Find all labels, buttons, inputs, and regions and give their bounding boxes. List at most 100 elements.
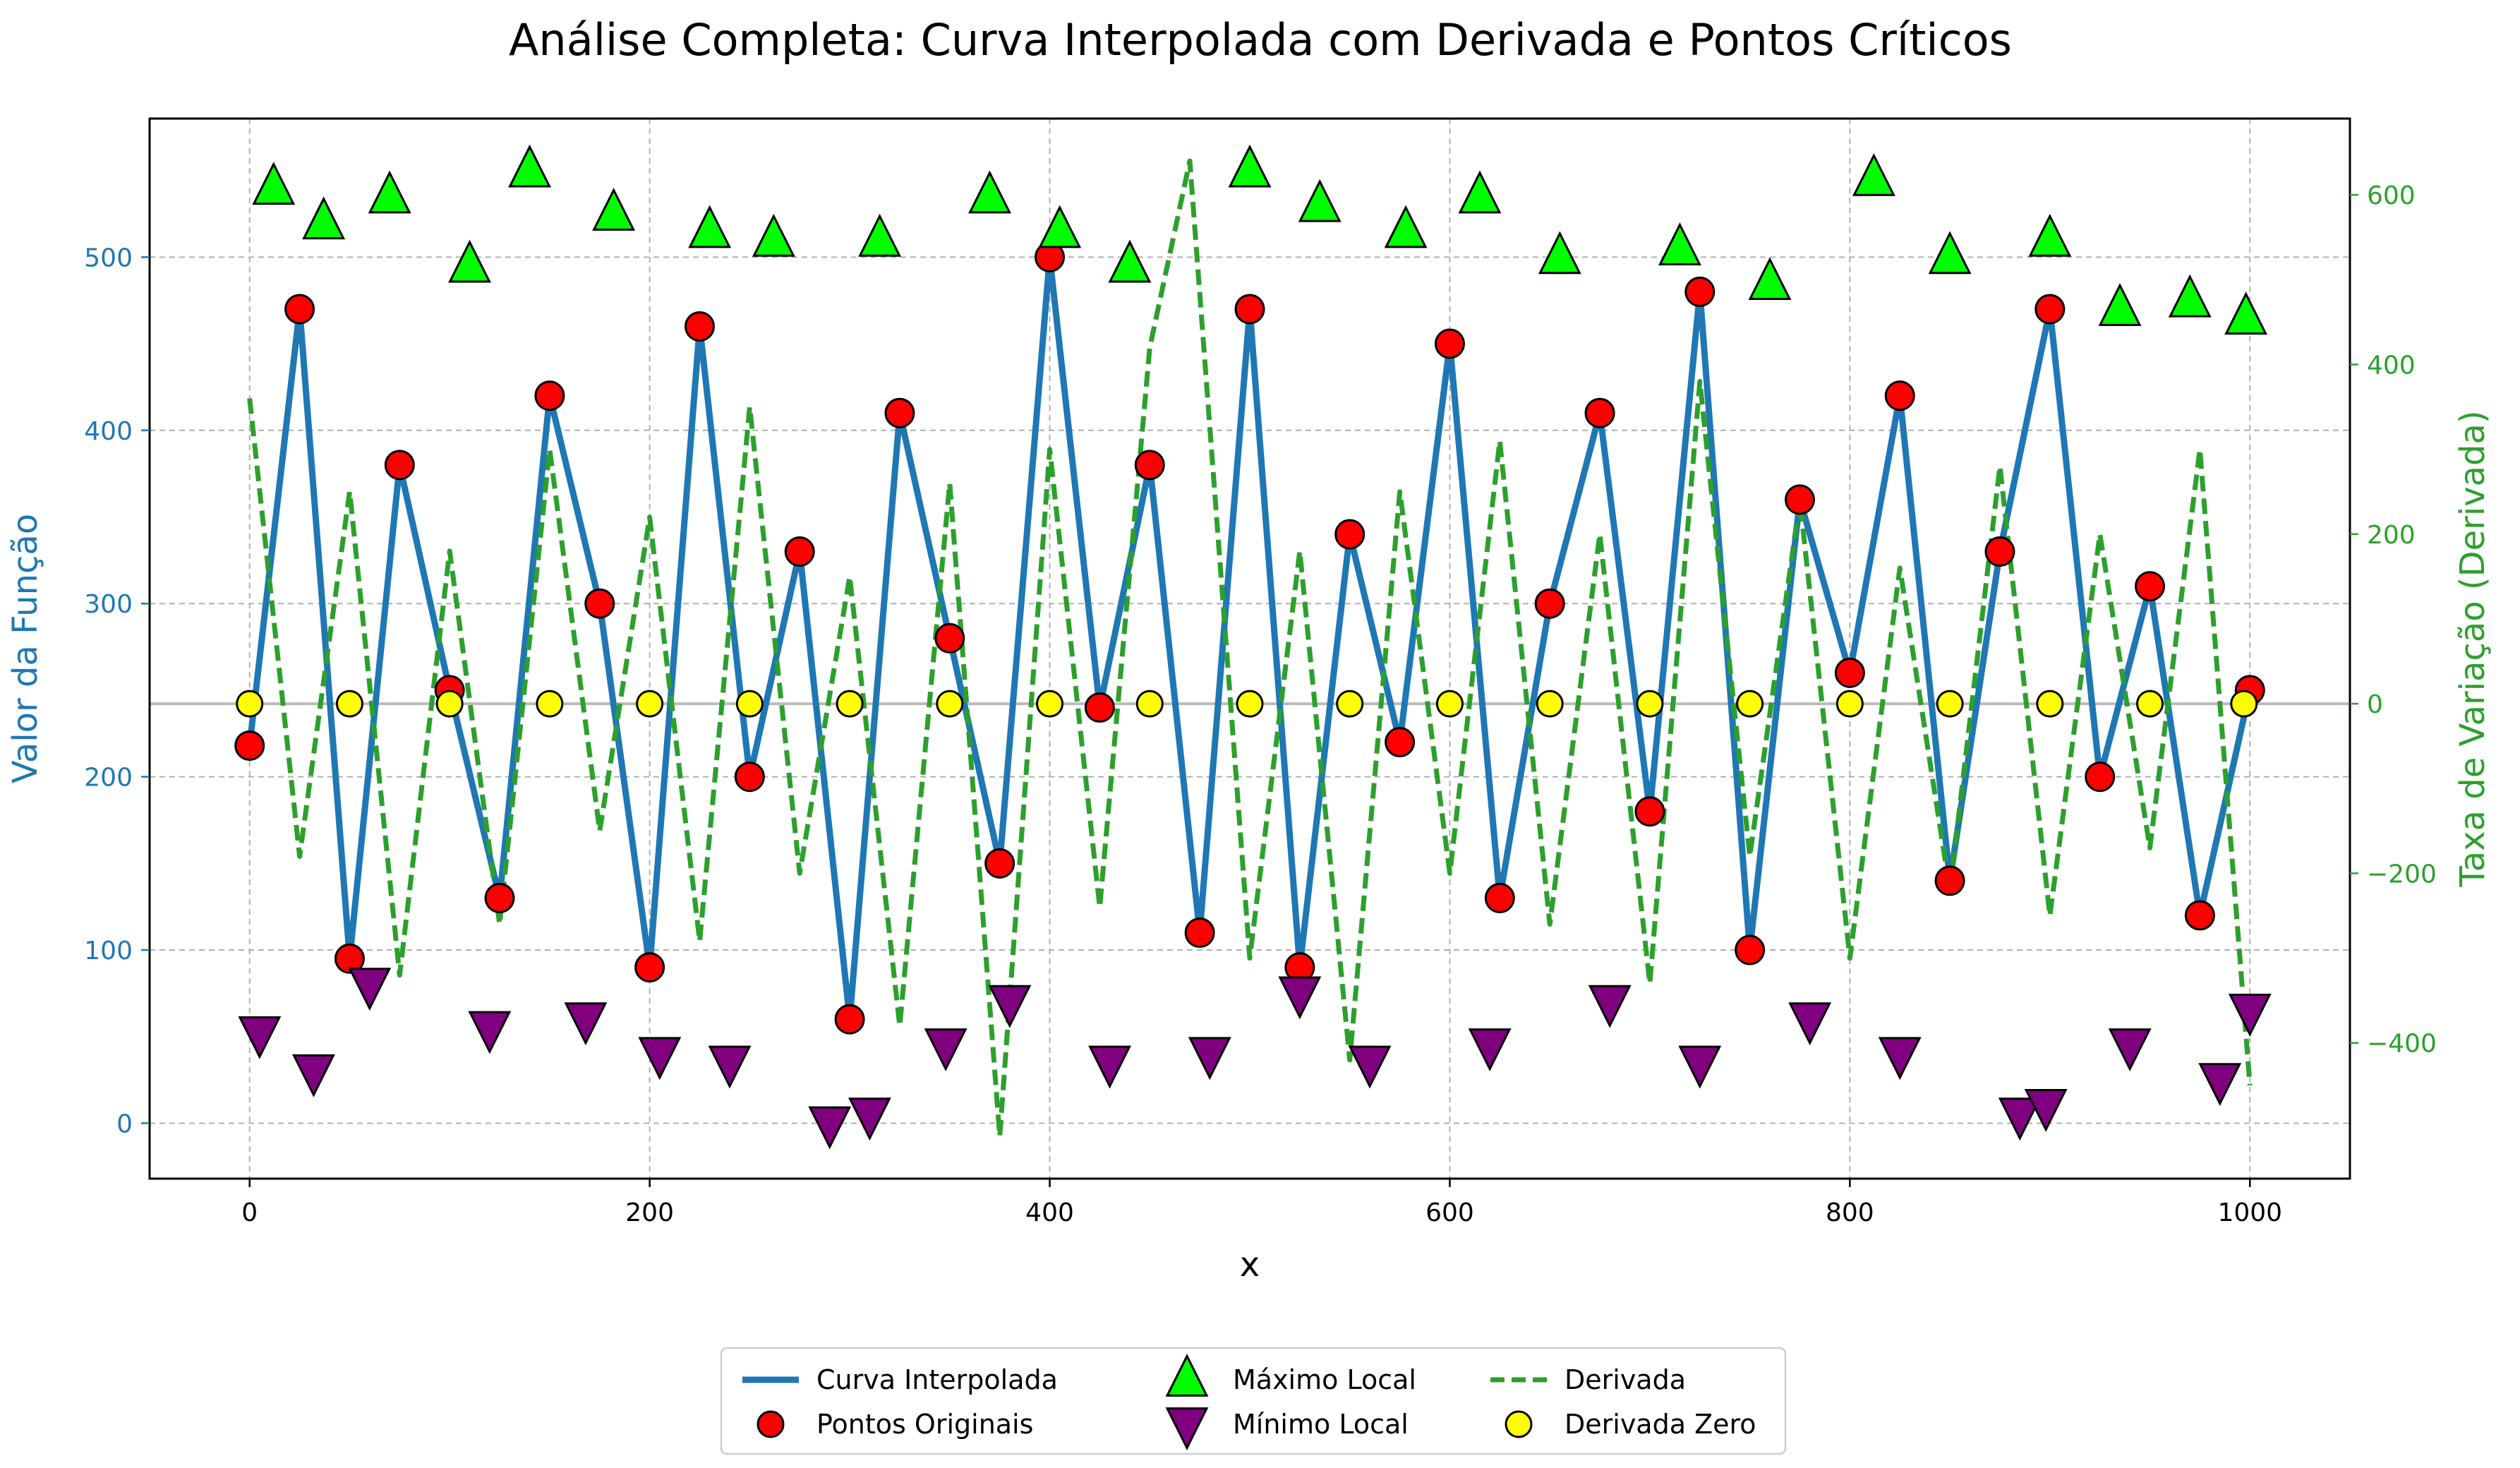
series-maximo-local-point xyxy=(592,188,636,231)
series-pontos-originais-point xyxy=(1534,588,1565,619)
series-minimo-local-point xyxy=(1188,1037,1231,1081)
series-maximo-local-point xyxy=(1748,257,1792,301)
series-pontos-originais-point xyxy=(685,311,715,342)
series-derivada-zero-point xyxy=(836,690,864,718)
y-left-tick-label: 500 xyxy=(84,243,133,272)
series-minimo-local-point xyxy=(2198,1063,2242,1107)
series-pontos-originais-point xyxy=(334,943,365,974)
y-left-tick-label: 400 xyxy=(84,417,133,446)
legend-label: Pontos Originais xyxy=(816,1409,1033,1440)
series-minimo-local-point xyxy=(348,968,392,1011)
series-minimo-local-point xyxy=(1878,1037,1922,1081)
series-pontos-originais-point xyxy=(1334,519,1365,550)
series-pontos-originais-point xyxy=(884,397,915,428)
series-derivada-zero-point xyxy=(435,690,464,718)
y-left-tick-label: 100 xyxy=(84,937,133,965)
series-minimo-local-point xyxy=(1348,1045,1392,1089)
y-right-tick-label: −400 xyxy=(2367,1030,2437,1059)
legend: Curva Interpolada Pontos Originais Máximo … xyxy=(720,1347,1787,1455)
series-minimo-local-point xyxy=(988,985,1032,1028)
series-derivada-zero-point xyxy=(236,690,264,718)
series-pontos-originais-point xyxy=(1634,796,1665,827)
x-tick-label: 200 xyxy=(625,1198,674,1227)
y-left-tick-label: 200 xyxy=(84,764,133,793)
series-pontos-originais-point xyxy=(234,730,265,761)
series-minimo-local-point xyxy=(1278,976,1322,1020)
series-pontos-originais-point xyxy=(1084,692,1115,723)
series-minimo-local-point xyxy=(1088,1045,1132,1089)
y-left-tick-label: 300 xyxy=(84,590,133,619)
series-derivada-zero-point xyxy=(1135,690,1164,718)
legend-swatch xyxy=(756,1410,785,1438)
series-pontos-originais-point xyxy=(1735,934,1766,965)
series-minimo-local-point xyxy=(2024,1089,2068,1132)
series-pontos-originais-point xyxy=(2085,762,2116,793)
legend-swatch xyxy=(1505,1410,1533,1438)
plot-area xyxy=(150,144,2350,1150)
series-pontos-originais-point xyxy=(784,536,815,567)
y-right-tick-label: −200 xyxy=(2367,860,2437,889)
series-maximo-local-point xyxy=(252,162,296,205)
legend-label: Derivada xyxy=(1565,1364,1686,1395)
legend-swatch xyxy=(1165,1354,1209,1397)
series-derivada-zero-point xyxy=(1036,690,1064,718)
series-minimo-local-point xyxy=(1788,1002,1832,1046)
series-minimo-local-point xyxy=(2228,994,2272,1037)
legend-label: Derivada Zero xyxy=(1565,1409,1756,1440)
series-pontos-originais-point xyxy=(1684,276,1716,307)
series-pontos-originais-point xyxy=(1184,917,1215,948)
x-tick-label: 800 xyxy=(1826,1198,1874,1227)
series-derivada-zero-point xyxy=(1236,690,1264,718)
y-right-tick-label: 600 xyxy=(2367,181,2416,210)
series-minimo-local-point xyxy=(1678,1045,1722,1089)
series-derivada-zero-point xyxy=(1435,690,1464,718)
series-maximo-local-point xyxy=(2098,283,2142,326)
series-pontos-originais-point xyxy=(1934,865,1965,896)
series-maximo-local-point xyxy=(1928,231,1972,275)
y-right-tick-label: 200 xyxy=(2367,521,2416,550)
series-pontos-originais-point xyxy=(534,380,565,411)
series-maximo-local-point xyxy=(508,144,551,188)
series-maximo-local-point xyxy=(2168,274,2212,318)
series-minimo-local-point xyxy=(848,1097,891,1141)
series-minimo-local-point xyxy=(1588,985,1632,1028)
series-pontos-originais-point xyxy=(934,622,965,654)
series-minimo-local-point xyxy=(708,1045,752,1089)
series-pontos-originais-point xyxy=(1584,397,1615,428)
series-derivada-zero-point xyxy=(2136,690,2164,718)
series-pontos-originais-point xyxy=(1434,328,1465,359)
series-derivada-zero-point xyxy=(536,690,564,718)
series-maximo-local-point xyxy=(858,213,902,257)
x-axis-label: x xyxy=(1240,1245,1260,1284)
series-derivada-zero-point xyxy=(1936,690,1964,718)
series-derivada-zero-point xyxy=(1536,690,1564,718)
series-pontos-originais-point xyxy=(1134,450,1165,481)
series-derivada-zero-point xyxy=(1336,690,1364,718)
y-left-tick-label: 0 xyxy=(116,1109,133,1138)
series-pontos-originais-point xyxy=(2184,900,2215,931)
series-maximo-local-point xyxy=(1384,205,1428,248)
axes: 0 200 400 600 800 1000 0 100 200 300 400 500 −400 −20… xyxy=(84,117,2437,1227)
x-tick-label: 1000 xyxy=(2217,1198,2282,1227)
series-pontos-originais-point xyxy=(634,952,665,983)
series-pontos-originais-point xyxy=(1984,536,2015,567)
series-derivada-zero-point xyxy=(2230,690,2258,718)
series-pontos-originais-point xyxy=(834,1004,865,1035)
series-minimo-local-point xyxy=(1998,1097,2042,1141)
y-axis-right-label: Taxa de Variação (Derivada) xyxy=(2453,410,2492,887)
series-maximo-local-point xyxy=(968,170,1011,214)
chart-title: Análise Completa: Curva Interpolada com … xyxy=(509,14,2012,66)
series-maximo-local-point xyxy=(1852,152,1895,196)
series-derivada-zero-point xyxy=(1835,690,1864,718)
series-pontos-originais-point xyxy=(1834,657,1865,688)
series-pontos-originais-point xyxy=(1484,882,1515,913)
legend-label: Máximo Local xyxy=(1233,1364,1416,1395)
series-derivada-zero-point xyxy=(936,690,964,718)
y-axis-left-label: Valor da Função xyxy=(6,514,45,783)
series-pontos-originais-point xyxy=(1385,727,1416,758)
series-pontos-originais-point xyxy=(284,294,315,325)
series-minimo-local-point xyxy=(564,1002,608,1046)
series-derivada-zero-point xyxy=(2036,690,2064,718)
